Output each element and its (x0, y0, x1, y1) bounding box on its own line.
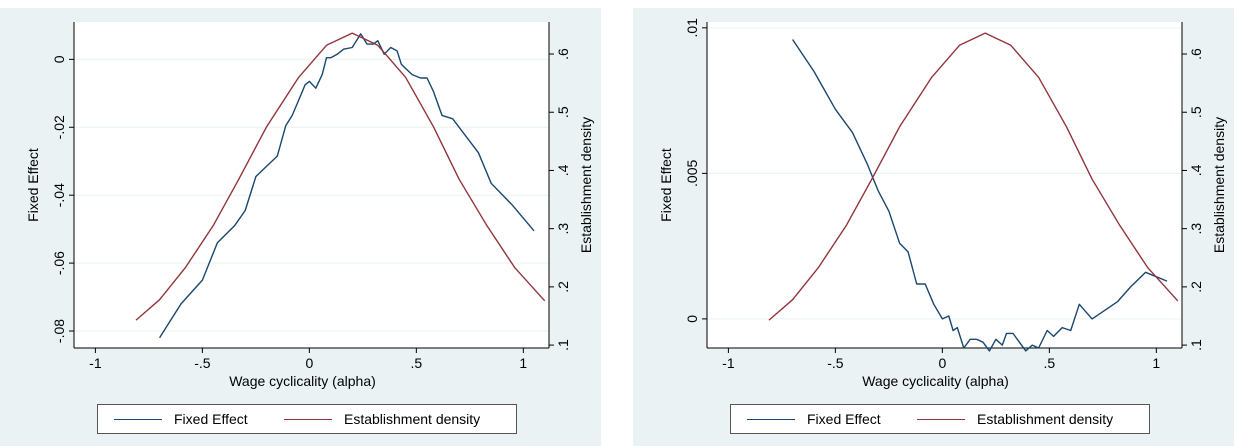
x-tick-label: -1 (89, 355, 102, 371)
chart-svg-right: 0 .005 .01 Fixed Effect .1 .2 .3 .4 .5 .6 Establis… (658, 18, 1227, 389)
establishment-density-series-line (768, 32, 1179, 321)
y-right-tick-label: .3 (1188, 223, 1204, 235)
y-right-tick-label: .5 (555, 106, 571, 118)
legend-label-establishment-density: Establishment density (977, 411, 1114, 427)
legend-swatch-fixed-effect (747, 418, 795, 420)
y-right-tick-label: .6 (555, 48, 571, 60)
x-tick-label: -1 (722, 355, 735, 371)
legend-item-fixed-effect: Fixed Effect (731, 411, 901, 427)
x-axis-label: Wage cyclicality (alpha) (862, 373, 1009, 389)
legend-label-fixed-effect: Fixed Effect (807, 411, 881, 427)
y-left-tick-label: .01 (684, 18, 700, 38)
x-tick-label: .5 (410, 355, 422, 371)
y-right-tick-label: .4 (555, 164, 571, 176)
chart-panel-left: 0 -.02 -.04 -.06 -.08 Fixed Effect .1 .2 .3 .4 .5.… (0, 8, 601, 446)
legend-label-fixed-effect: Fixed Effect (174, 411, 248, 427)
fixed-effect-series-line (792, 39, 1168, 352)
x-tick-label: 1 (1152, 355, 1160, 371)
y-left-tick-label: -.04 (51, 183, 67, 207)
y-left-tick-label: 0 (51, 55, 67, 63)
y-right-tick-label: .5 (1188, 106, 1204, 118)
y-left-tick-label: 0 (684, 315, 700, 323)
legend-item-fixed-effect: Fixed Effect (98, 411, 268, 427)
x-tick-label: -.5 (827, 355, 844, 371)
x-tick-label: .5 (1043, 355, 1055, 371)
x-tick-label: 0 (938, 355, 946, 371)
y-left-tick-label: -.02 (51, 115, 67, 139)
plot-area (707, 22, 1182, 348)
y-right-tick-label: .4 (1188, 164, 1204, 176)
chart-svg-left: 0 -.02 -.04 -.06 -.08 Fixed Effect .1 .2 .3 .4 .5.… (25, 22, 594, 389)
x-tick-label: 0 (305, 355, 313, 371)
fixed-effect-series-line (159, 33, 535, 339)
y-left-axis-label: Fixed Effect (658, 148, 674, 222)
legend-label-establishment-density: Establishment density (344, 411, 481, 427)
legend-item-establishment-density: Establishment density (268, 411, 480, 427)
y-left-tick-label: -.08 (51, 319, 67, 343)
plot-area (74, 22, 549, 348)
y-right-tick-label: .2 (555, 281, 571, 293)
y-left-tick-label: -.06 (51, 251, 67, 275)
y-right-tick-label: .1 (555, 339, 571, 351)
legend-right: Fixed Effect Establishment density (730, 404, 1150, 434)
x-axis-label: Wage cyclicality (alpha) (229, 373, 376, 389)
legend-left: Fixed Effect Establishment density (97, 404, 517, 434)
x-tick-label: 1 (519, 355, 527, 371)
y-right-axis-label: Establishment density (1211, 117, 1227, 253)
x-tick-label: -.5 (194, 355, 211, 371)
y-right-tick-label: .2 (1188, 281, 1204, 293)
y-left-axis-label: Fixed Effect (25, 148, 41, 222)
legend-swatch-fixed-effect (114, 418, 162, 420)
y-right-tick-label: .3 (555, 223, 571, 235)
legend-item-establishment-density: Establishment density (901, 411, 1113, 427)
legend-swatch-establishment-density (917, 418, 965, 420)
y-right-tick-label: .6 (1188, 48, 1204, 60)
establishment-density-series-line (135, 32, 546, 321)
y-left-tick-label: .005 (684, 160, 700, 187)
chart-panel-right: 0 .005 .01 Fixed Effect .1 .2 .3 .4 .5 .6 Establis… (633, 8, 1234, 446)
y-right-axis-label: Establishment density (578, 117, 594, 253)
y-right-tick-label: .1 (1188, 339, 1204, 351)
legend-swatch-establishment-density (284, 418, 332, 420)
